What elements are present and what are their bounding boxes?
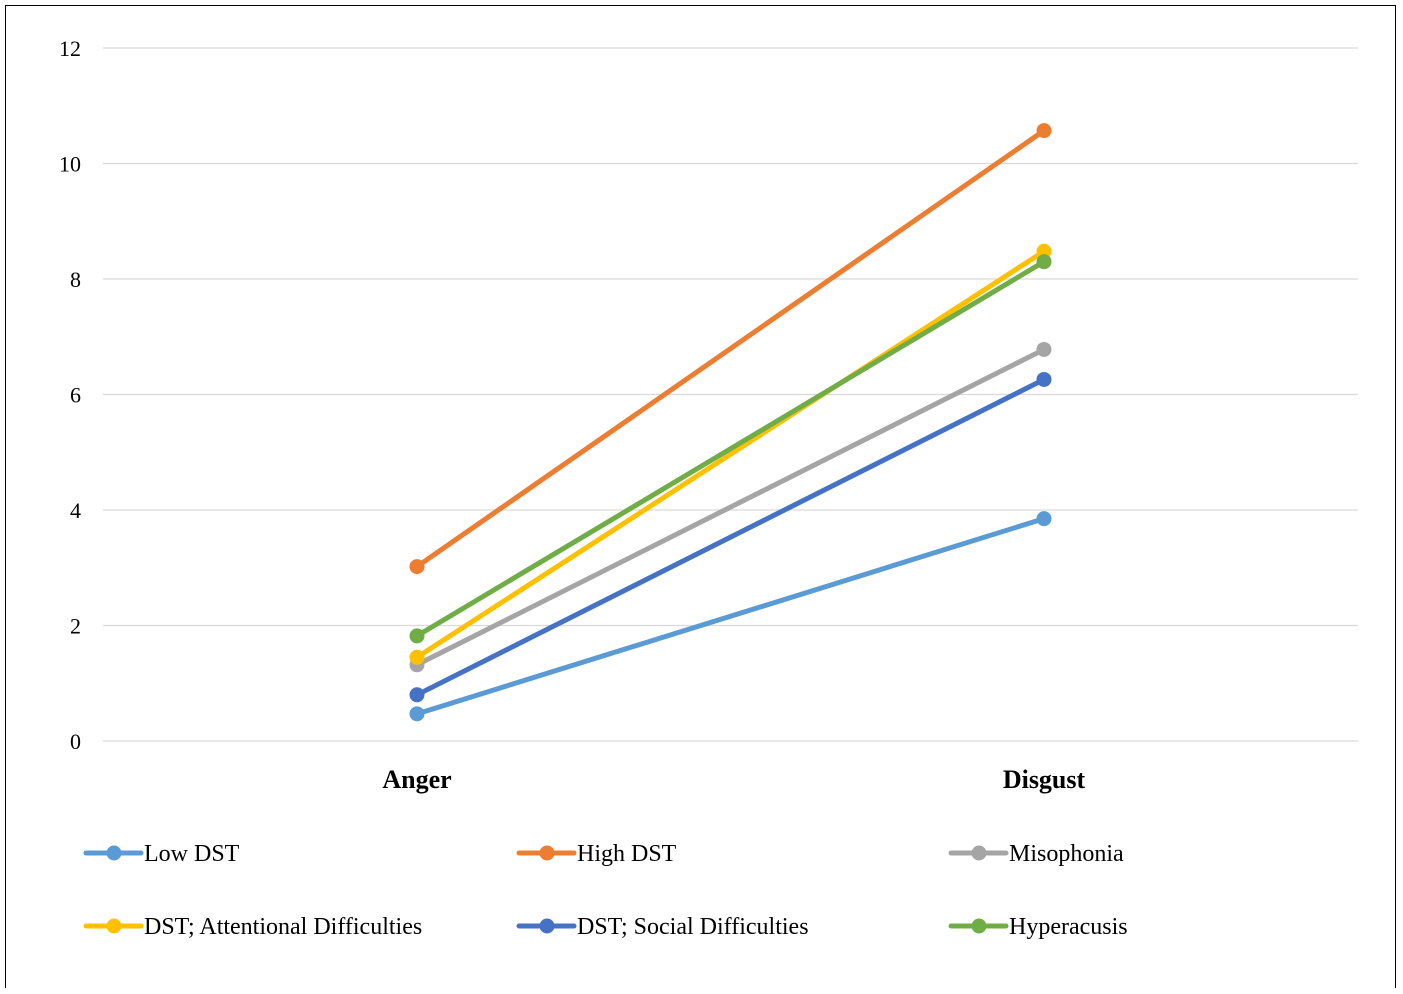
series-lines: [409, 123, 1052, 722]
series-high-dst: [409, 123, 1052, 575]
chart-frame: 0 2 4 6 8 10 12 Anger Disgust Low DST High DST Mi…: [5, 5, 1396, 988]
data-point: [1036, 341, 1052, 357]
y-tick-label: 10: [59, 152, 81, 177]
legend-swatch-marker: [106, 845, 122, 861]
y-tick-label: 2: [70, 614, 81, 639]
series-line: [414, 376, 1047, 698]
legend-item: Low DST: [83, 841, 240, 867]
legend-label: Low DST: [144, 841, 240, 867]
gridlines: [103, 47, 1358, 742]
x-category-label: Disgust: [1003, 765, 1086, 794]
series-dst-social-difficulties: [409, 371, 1052, 703]
legend-label: DST; Attentional Difficulties: [144, 914, 422, 940]
data-point: [1036, 254, 1052, 270]
series-hyperacusis: [409, 254, 1052, 644]
legend-label: DST; Social Difficulties: [577, 914, 809, 940]
legend-item: Hyperacusis: [948, 914, 1128, 940]
series-line: [414, 516, 1047, 717]
series-line: [414, 346, 1047, 668]
data-point: [409, 687, 425, 703]
legend-label: Hyperacusis: [1009, 914, 1128, 940]
y-axis-ticks: 0 2 4 6 8 10 12: [59, 36, 81, 754]
series-dst-attentional-difficulties: [409, 243, 1052, 665]
legend-swatch-marker: [106, 918, 122, 934]
legend: Low DST High DST Misophonia DST; Attentiona…: [83, 841, 1128, 940]
y-tick-label: 6: [70, 383, 81, 408]
data-point: [1036, 123, 1052, 139]
legend-swatch-marker: [539, 918, 555, 934]
y-tick-label: 8: [70, 267, 81, 292]
legend-label: Misophonia: [1009, 841, 1124, 867]
legend-swatch-marker: [539, 845, 555, 861]
y-tick-label: 0: [70, 729, 81, 754]
series-line: [414, 128, 1047, 570]
series-line: [414, 248, 1047, 660]
series-line: [414, 259, 1047, 639]
series-low-dst: [409, 511, 1052, 722]
legend-label: High DST: [577, 841, 677, 867]
x-category-label: Anger: [382, 765, 451, 794]
y-tick-label: 12: [59, 36, 81, 61]
data-point: [409, 649, 425, 665]
legend-swatch-marker: [971, 845, 987, 861]
data-point: [409, 559, 425, 575]
x-axis-categories: Anger Disgust: [382, 765, 1085, 794]
y-tick-label: 4: [70, 498, 81, 523]
legend-item: DST; Social Difficulties: [516, 914, 809, 940]
data-point: [409, 628, 425, 644]
legend-item: Misophonia: [948, 841, 1124, 867]
legend-swatch-marker: [971, 918, 987, 934]
line-chart: 0 2 4 6 8 10 12 Anger Disgust Low DST High DST Mi…: [59, 36, 1358, 940]
data-point: [1036, 243, 1052, 259]
legend-item: High DST: [516, 841, 677, 867]
data-point: [409, 706, 425, 722]
legend-item: DST; Attentional Difficulties: [83, 914, 422, 940]
data-point: [1036, 371, 1052, 387]
data-point: [1036, 511, 1052, 527]
